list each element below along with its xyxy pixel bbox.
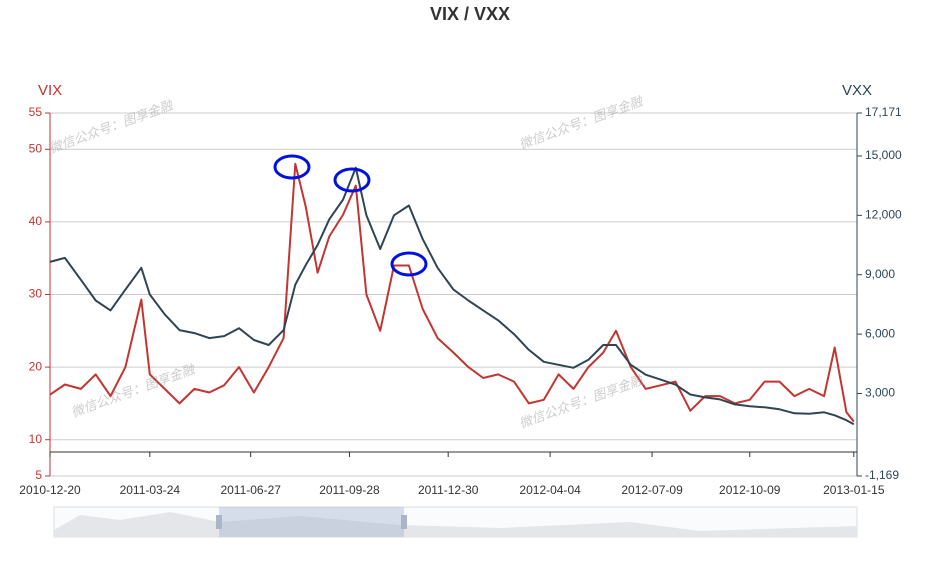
x-tick-label: 2012-04-04 [519,483,581,497]
y2-tick-label: 6,000 [865,326,895,340]
slider[interactable] [53,506,858,538]
y-tick-label: 40 [29,214,43,228]
x-tick-label: 2013-01-15 [823,483,885,497]
highlight-circle [333,167,371,193]
x-tick-label: 2012-10-09 [719,483,781,497]
y-tick-label: 50 [29,141,43,155]
y-tick-label: 30 [29,287,43,301]
x-tick-label: 2011-12-30 [418,483,479,497]
y2-axis-name: VXX [842,82,872,99]
y2-tick-label: -1,169 [865,468,899,482]
slider-preview [54,512,857,537]
x-tick-label: 2011-06-27 [220,483,281,497]
y-tick-label: 5 [35,468,42,482]
series-line [49,162,855,423]
watermarks: 微信公众号：图享金融 微信公众号：图享金融 微信公众号：图享金融 微信公众号：图… [47,93,646,431]
slider-handle[interactable] [216,515,222,529]
y-tick-label: 20 [29,359,43,373]
watermark: 微信公众号：图享金融 [69,361,198,420]
y2-tick-label: 12,000 [865,208,902,222]
slider-handle[interactable] [401,515,407,529]
y2-tick-label: 9,000 [865,267,895,281]
watermark: 微信公众号：图享金融 [517,93,646,152]
x-tick-label: 2010-12-20 [19,483,81,497]
x-tick-label: 2011-09-28 [319,483,380,497]
y2-tick-label: 15,000 [865,148,902,162]
y2-tick-label: 17,171 [865,105,902,119]
series-line [49,166,855,426]
slider-window[interactable] [219,507,404,537]
highlight-circle [390,251,428,277]
y-tick-label: 10 [29,432,43,446]
y2-tick-label: 3,000 [865,386,895,400]
x-tick-label: 2011-03-24 [120,483,181,497]
watermark: 微信公众号：图享金融 [47,97,176,156]
chart-title: VIX / VXX [430,4,510,24]
y-tick-label: 55 [29,105,43,119]
y-axis-name: VIX [38,82,62,99]
x-tick-label: 2012-07-09 [621,483,683,497]
highlight-circle [273,154,311,180]
